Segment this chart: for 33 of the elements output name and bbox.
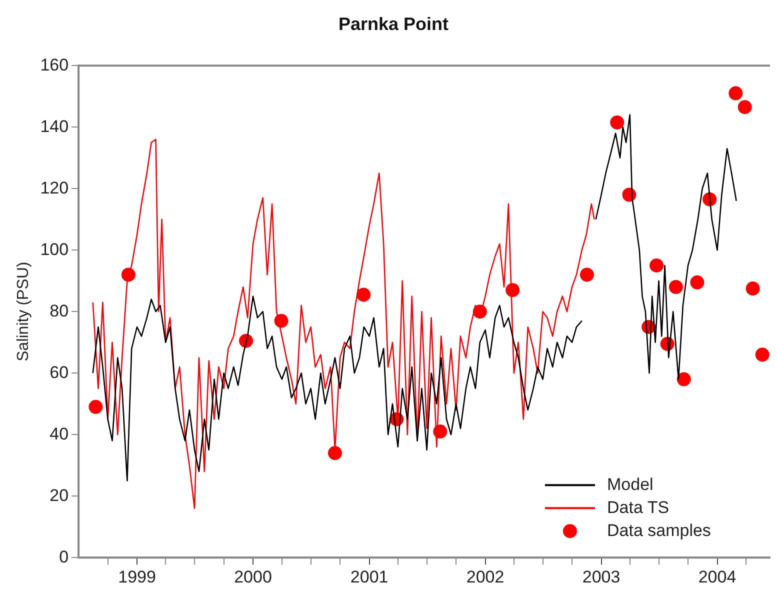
y-tick-label: 60 (50, 362, 69, 382)
point (580, 268, 594, 282)
y-axis-title: Salinity (PSU) (15, 262, 32, 362)
y-tick-label: 120 (40, 178, 69, 198)
y-tick-label: 100 (40, 240, 69, 259)
x-tick-label: 2002 (466, 567, 504, 586)
point (668, 280, 683, 294)
point (690, 275, 704, 290)
y-tick-label: 40 (50, 424, 69, 444)
x-tick-label: 2004 (698, 567, 736, 586)
y-tick-label: 140 (40, 116, 69, 136)
x-tick-label: 2003 (582, 567, 620, 586)
y-tick-label: 80 (50, 301, 69, 320)
point (676, 372, 691, 386)
point (650, 258, 664, 272)
x-tick-label: 2000 (234, 567, 272, 586)
point (746, 282, 760, 296)
point (728, 86, 743, 100)
y-tick-label: 0 (59, 547, 69, 566)
legend-label: Data TS (607, 498, 670, 517)
legend-label: Data samples (607, 520, 711, 540)
x-tick-label: 1999 (118, 567, 156, 586)
chart-title: Parnka Point (338, 14, 449, 34)
point (755, 348, 770, 362)
point (738, 100, 752, 114)
legend-label: Model (607, 474, 654, 494)
point (356, 288, 371, 302)
y-tick-label: 20 (50, 486, 69, 505)
point (88, 400, 103, 414)
point (610, 115, 624, 130)
point (328, 446, 342, 460)
x-tick-label: 2001 (350, 567, 388, 586)
y-tick-label: 160 (40, 55, 69, 74)
